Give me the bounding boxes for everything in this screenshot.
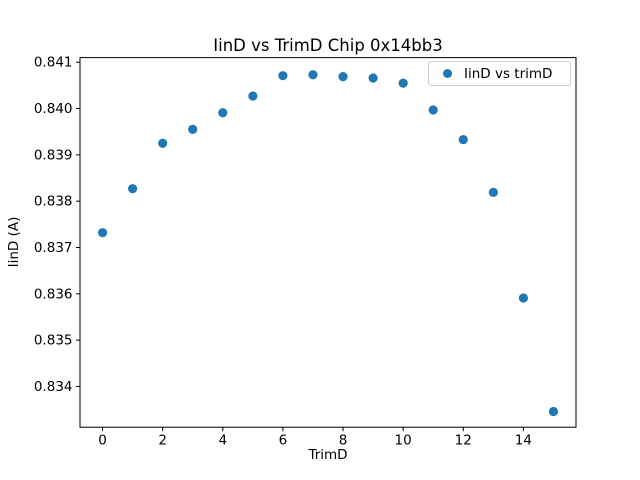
- y-tick-label: 0.840: [34, 101, 73, 117]
- data-point: [458, 134, 468, 145]
- x-tick-label: 8: [339, 433, 348, 449]
- legend: IinD vs trimD: [428, 61, 571, 86]
- y-tick-label: 0.834: [34, 379, 73, 395]
- y-tick-label: 0.837: [34, 240, 73, 256]
- x-tick-label: 4: [218, 433, 227, 449]
- chart-title: IinD vs TrimD Chip 0x14bb3: [213, 36, 443, 55]
- legend-label: IinD vs trimD: [464, 65, 553, 82]
- legend-marker-icon: [443, 69, 452, 78]
- data-point: [218, 108, 228, 118]
- data-point: [308, 70, 318, 80]
- y-tick-label: 0.838: [34, 194, 73, 210]
- data-point: [278, 71, 288, 81]
- data-point: [338, 71, 348, 82]
- x-tick-label: 0: [98, 433, 107, 449]
- data-point: [488, 187, 498, 197]
- y-tick-label: 0.841: [34, 55, 73, 71]
- data-point: [398, 78, 408, 88]
- data-point: [428, 105, 438, 115]
- y-axis-label: IinD (A): [6, 216, 22, 268]
- data-point: [368, 73, 378, 83]
- x-tick-label: 2: [158, 433, 167, 449]
- data-point: [97, 228, 108, 238]
- data-point: [518, 293, 528, 303]
- data-point: [158, 138, 168, 148]
- axes-frame: [79, 57, 577, 428]
- x-tick-label: 14: [515, 433, 532, 449]
- data-point: [548, 406, 559, 417]
- y-tick-label: 0.835: [34, 333, 73, 349]
- y-tick-label: 0.839: [34, 147, 73, 163]
- x-tick-label: 12: [455, 433, 472, 449]
- y-tick-label: 0.836: [34, 286, 73, 302]
- x-tick-label: 10: [395, 433, 412, 449]
- data-point: [248, 91, 258, 101]
- x-axis-label: TrimD: [308, 447, 348, 463]
- data-point: [188, 124, 198, 134]
- data-point: [128, 184, 138, 194]
- x-tick-label: 6: [279, 433, 288, 449]
